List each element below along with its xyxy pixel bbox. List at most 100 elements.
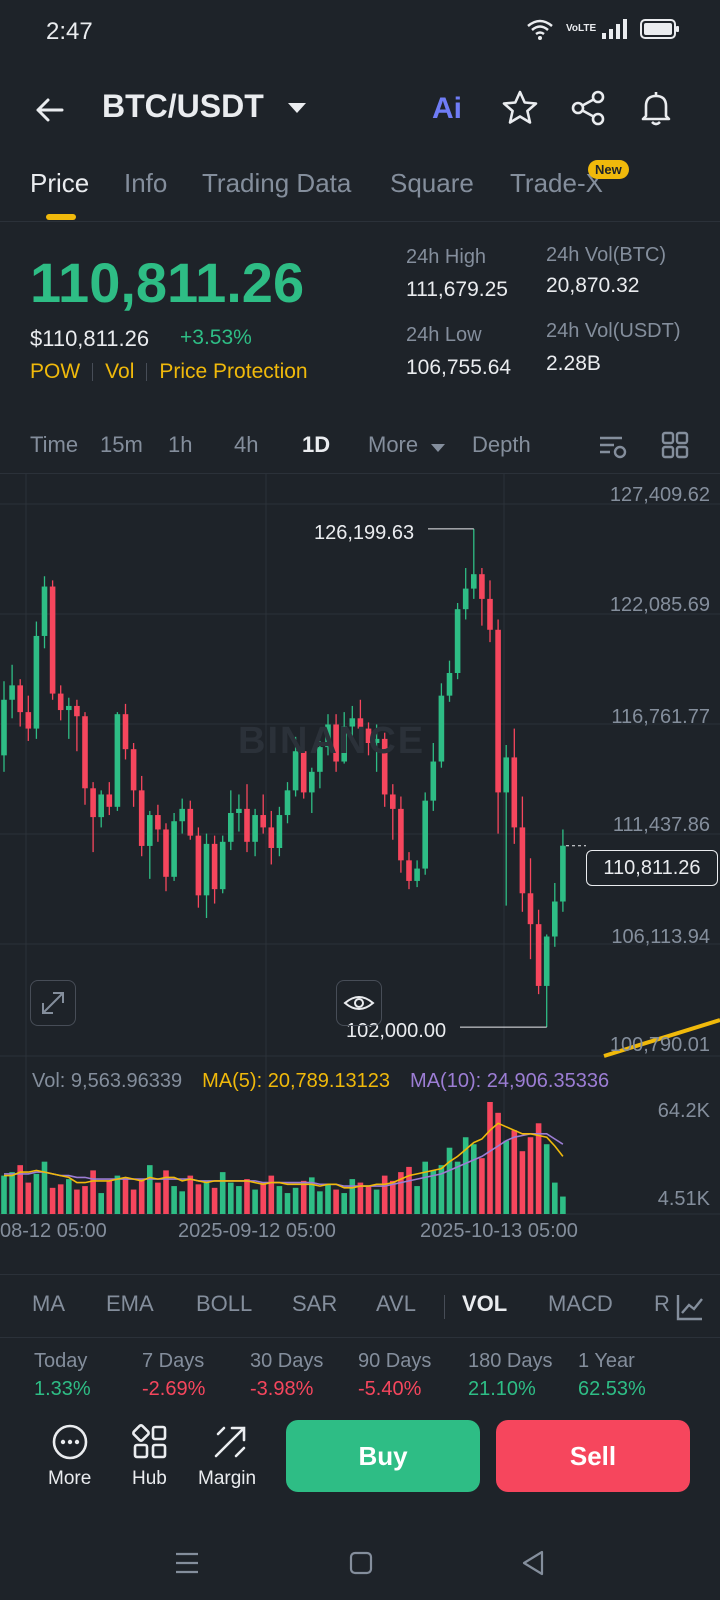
indicator-avl[interactable]: AVL [376, 1291, 416, 1316]
volume-bar [381, 1175, 388, 1214]
caret-down-icon[interactable] [286, 100, 308, 116]
bell-icon[interactable] [636, 88, 676, 128]
margin-icon[interactable] [210, 1422, 250, 1462]
volume-ma10: MA(10): 24,906.35336 [410, 1070, 610, 1092]
tab-price[interactable]: Price [30, 168, 90, 198]
candle-body [309, 771, 315, 793]
candle-body [503, 757, 509, 793]
y-axis-label: 127,409.62 [609, 484, 710, 506]
indicator-ema[interactable]: EMA [106, 1291, 154, 1316]
indicator-rsi[interactable]: R [654, 1291, 670, 1316]
volume-bar [462, 1137, 469, 1214]
volume-ma5-line [4, 1122, 564, 1189]
menu-icon[interactable] [170, 1546, 204, 1580]
volume-bar [147, 1165, 153, 1214]
tab-square[interactable]: Square [390, 168, 474, 198]
tag-price-protection[interactable]: Price Protection [159, 360, 308, 383]
candlestick-chart[interactable]: BINANCE 127,409.62 122,085.69 116,761.77… [0, 474, 720, 1264]
pair-title[interactable]: BTC/USDT [102, 88, 264, 124]
candle-body [98, 794, 104, 818]
volume-bar [57, 1184, 64, 1214]
candle-body [422, 800, 428, 869]
volume-bar [349, 1179, 356, 1214]
low-value: 106,755.64 [406, 356, 512, 379]
volume-bar [228, 1182, 234, 1214]
volume-bar [219, 1172, 226, 1214]
volume-value: Vol: 9,563.96339 [32, 1070, 183, 1092]
interval-more[interactable]: More [368, 432, 419, 457]
candle-body [25, 712, 32, 729]
volume-bar [244, 1179, 250, 1214]
share-icon[interactable] [568, 88, 608, 128]
margin-label[interactable]: Margin [198, 1468, 257, 1489]
fullscreen-button[interactable] [30, 980, 76, 1026]
indicator-divider [444, 1295, 445, 1319]
candle-body [495, 629, 501, 793]
indicator-sar[interactable]: SAR [292, 1291, 338, 1316]
chart-settings-icon[interactable] [596, 430, 628, 462]
more-icon[interactable] [50, 1422, 90, 1462]
tab-trade-x[interactable]: Trade-X [510, 168, 603, 198]
sell-button[interactable]: Sell [496, 1420, 690, 1492]
volume-bar [471, 1144, 477, 1214]
volume-bar [479, 1158, 485, 1214]
tab-trading-data[interactable]: Trading Data [202, 168, 352, 198]
volume-bar [341, 1193, 347, 1214]
volume-bar [195, 1184, 202, 1214]
y-axis-label: 100,790.01 [609, 1034, 710, 1056]
interval-1h[interactable]: 1h [168, 432, 193, 457]
candle-body [138, 790, 145, 846]
candle-body [41, 586, 48, 636]
tag-pow[interactable]: POW [30, 360, 81, 383]
perf-label: 90 Days [358, 1350, 432, 1372]
home-icon[interactable] [344, 1546, 378, 1580]
volume-bar [41, 1161, 48, 1214]
back-arrow-icon[interactable] [30, 90, 70, 130]
volume-bar [292, 1187, 299, 1214]
volume-bar [155, 1182, 161, 1214]
more-label[interactable]: More [48, 1468, 92, 1489]
candle-body [195, 835, 202, 896]
candle-body [365, 728, 372, 743]
indicator-ma[interactable]: MA [32, 1291, 65, 1316]
grid-layout-icon[interactable] [660, 430, 690, 460]
star-icon[interactable] [500, 88, 540, 128]
volume-bar [414, 1186, 420, 1214]
interval-4h[interactable]: 4h [234, 432, 259, 457]
indicator-settings-icon[interactable] [674, 1291, 706, 1323]
visibility-button[interactable] [336, 980, 382, 1026]
volume-bar [260, 1182, 266, 1214]
candle-body [325, 724, 331, 748]
volume-bar [333, 1189, 339, 1214]
volume-bar [365, 1186, 372, 1214]
back-icon[interactable] [516, 1546, 550, 1580]
candle-body [252, 815, 258, 842]
interval-15m[interactable]: 15m [100, 432, 143, 457]
volume-bar [357, 1182, 364, 1214]
indicator-boll[interactable]: BOLL [196, 1291, 253, 1316]
candle-body [228, 812, 234, 842]
volume-bar [82, 1186, 88, 1214]
indicator-macd[interactable]: MACD [548, 1291, 613, 1316]
candle-body [163, 829, 169, 877]
buy-button[interactable]: Buy [286, 1420, 480, 1492]
hub-label[interactable]: Hub [132, 1468, 167, 1489]
candle-body [74, 705, 80, 717]
tag-vol[interactable]: Vol [105, 360, 135, 383]
hub-icon[interactable] [130, 1422, 170, 1462]
more-caret-icon[interactable] [430, 442, 446, 454]
candle-body [519, 827, 526, 894]
candle-body [171, 821, 177, 877]
tab-info[interactable]: Info [124, 168, 168, 198]
high-label: 24h High [406, 246, 487, 268]
high-marker-label: 126,199.63 [314, 522, 415, 544]
interval-time[interactable]: Time [30, 432, 79, 457]
interval-1d[interactable]: 1D [302, 432, 331, 457]
ai-icon[interactable]: Ai [432, 92, 462, 125]
perf-label: 1 Year [578, 1350, 635, 1372]
chart-canvas[interactable] [0, 474, 720, 1264]
indicator-vol[interactable]: VOL [462, 1291, 508, 1316]
performance-row: Today 1.33% 7 Days -2.69% 30 Days -3.98%… [0, 1350, 720, 1406]
perf-value: 62.53% [578, 1378, 646, 1400]
interval-depth[interactable]: Depth [472, 432, 531, 457]
